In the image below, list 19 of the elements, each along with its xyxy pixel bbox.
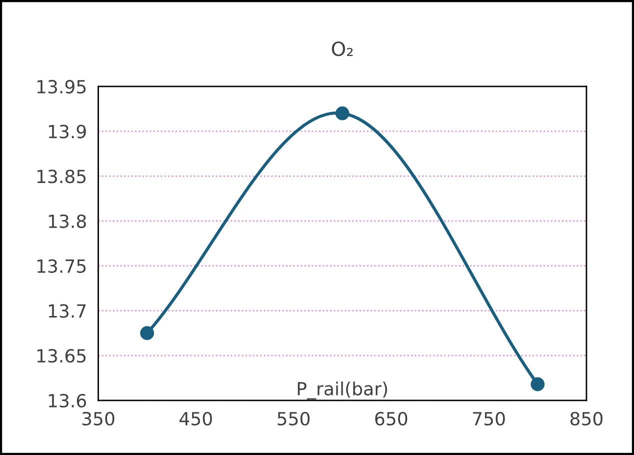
- x-axis-title: P_rail(bar): [298, 382, 388, 400]
- x-tick-label: 750: [473, 412, 505, 426]
- x-tick-label: 550: [278, 412, 310, 426]
- point: [140, 326, 154, 340]
- y-tick-label: 13.9: [48, 124, 86, 138]
- y-tick-label: 13.85: [37, 170, 86, 184]
- y-tick-label: 13.65: [37, 349, 86, 363]
- y-tick-label: 13.8: [48, 214, 86, 228]
- y-tick-label: 13.95: [37, 80, 86, 94]
- chart-title: O₂: [332, 41, 353, 56]
- x-tick-label: 650: [375, 412, 408, 426]
- x-tick-label: 850: [570, 412, 602, 426]
- y-tick-label: 13.75: [37, 259, 86, 273]
- y-tick-label: 13.7: [48, 304, 86, 318]
- point: [335, 106, 350, 120]
- y-tick-label: 13.6: [48, 394, 86, 408]
- x-tick-label: 450: [180, 412, 212, 426]
- point: [530, 377, 545, 392]
- x-tick-label: 350: [82, 412, 114, 426]
